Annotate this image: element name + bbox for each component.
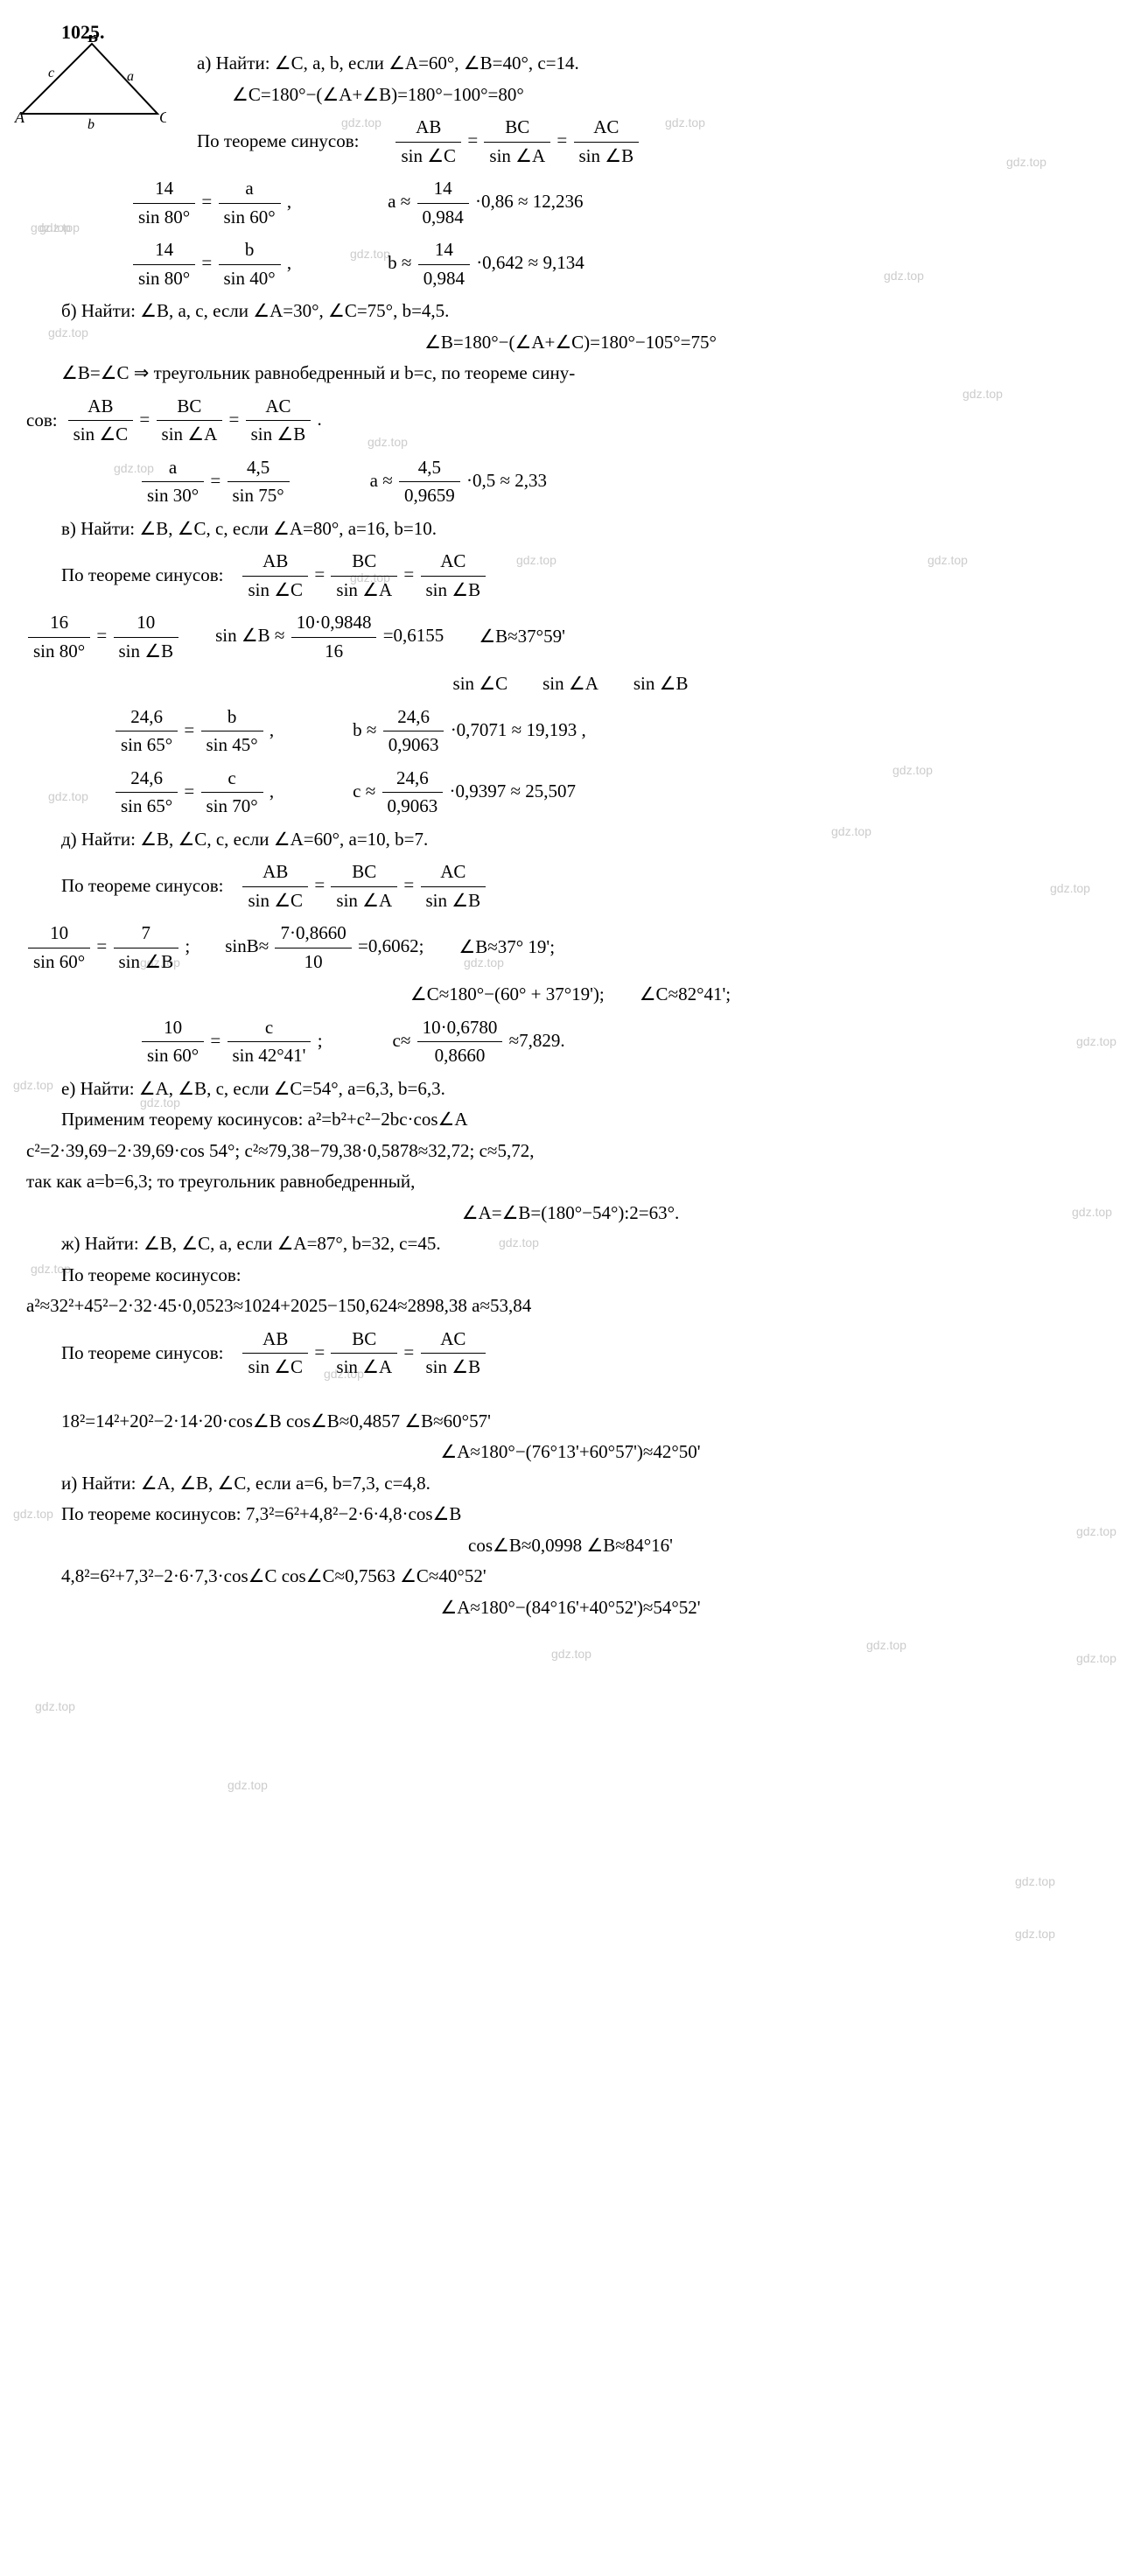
part-v-find: в) Найти: ∠B, ∠C, c, если ∠A=80°, a=16, … xyxy=(26,515,1115,543)
part-e-coslaw: Применим теорему косинусов: a²=b²+c²−2bc… xyxy=(26,1106,1115,1134)
v-ang1: ∠B≈37°59' xyxy=(479,623,565,651)
sinlaw-intro-d: По теореме синусов: xyxy=(61,872,223,900)
watermark-text: gdz.top xyxy=(1076,1649,1116,1668)
part-b-iso: ∠B=∠C ⇒ треугольник равнобедренный и b=c… xyxy=(26,360,1115,388)
d-res2: c≈ 10·0,67800,8660 ≈7,829. xyxy=(393,1014,565,1070)
d-eq2: 10sin 60° = csin 42°41' ; xyxy=(140,1014,323,1070)
problem-number: 1025. xyxy=(26,18,1115,46)
part-d-find: д) Найти: ∠B, ∠C, c, если ∠A=60°, a=10, … xyxy=(26,826,1115,854)
watermark-text: gdz.top xyxy=(1015,1872,1055,1891)
v-res1: sin ∠B ≈ 10·0,984816 =0,6155 xyxy=(215,609,444,665)
d-res1: sinB≈ 7·0,866010 =0,6062; xyxy=(225,920,424,976)
b-eq1: asin 30° = 4,5sin 75° xyxy=(140,454,291,510)
sinlaw-d: ABsin ∠C = BCsin ∠A = ACsin ∠B xyxy=(241,858,487,914)
d-anglec2: ∠C≈82°41'; xyxy=(640,981,731,1009)
part-e-iso: так как a=b=6,3; то треугольник равнобед… xyxy=(26,1168,1115,1196)
v-row2: sin ∠C sin ∠A sin ∠B xyxy=(26,670,1115,698)
part-b-iso2: сов: xyxy=(26,407,58,435)
watermark-text: gdz.top xyxy=(551,1645,592,1663)
part-a-anglec: ∠C=180°−(∠A+∠B)=180°−100°=80° xyxy=(197,81,1115,109)
v-res2: b ≈ 24,60,9063 ·0,7071 ≈ 19,193 , xyxy=(353,704,586,760)
b-res1: a ≈ 4,50,9659 ·0,5 ≈ 2,33 xyxy=(370,454,547,510)
sinlaw-intro-v: По теореме синусов: xyxy=(61,562,223,590)
part-b-find: б) Найти: ∠B, a, c, если ∠A=30°, ∠C=75°,… xyxy=(26,298,1115,326)
part-i-find: и) Найти: ∠A, ∠B, ∠C, если a=6, b=7,3, c… xyxy=(26,1470,1115,1498)
a-eq1: 14sin 80° = asin 60° , xyxy=(131,175,291,231)
part-i-calc1: cos∠B≈0,0998 ∠B≈84°16' xyxy=(26,1532,1115,1560)
a-res1: a ≈ 140,984 ·0,86 ≈ 12,236 xyxy=(388,175,583,231)
part-zh-coslaw: По теореме косинусов: xyxy=(26,1262,1115,1290)
part-zh-calc2: 18²=14²+20²−2·14·20·cos∠B cos∠B≈0,4857 ∠… xyxy=(26,1408,1115,1436)
v-res3: c ≈ 24,60,9063 ·0,9397 ≈ 25,507 xyxy=(353,765,576,821)
sinlaw-v: ABsin ∠C = BCsin ∠A = ACsin ∠B xyxy=(241,548,487,604)
part-zh-calc3: ∠A≈180°−(76°13'+60°57')≈42°50' xyxy=(26,1438,1115,1466)
d-anglec1: ∠C≈180°−(60° + 37°19'); xyxy=(410,981,605,1009)
part-e-angles: ∠A=∠B=(180°−54°):2=63°. xyxy=(26,1200,1115,1228)
part-e-find: е) Найти: ∠A, ∠B, c, если ∠C=54°, a=6,3,… xyxy=(26,1075,1115,1103)
vertex-a: A xyxy=(14,108,25,126)
part-zh-calc1: a²≈32²+45²−2·32·45·0,0523≈1024+2025−150,… xyxy=(26,1292,1115,1320)
part-i-calc3: ∠A≈180°−(84°16'+40°52')≈54°52' xyxy=(26,1594,1115,1622)
v-eq3: 24,6sin 65° = csin 70° , xyxy=(114,765,274,821)
sinlaw-a: ABsin ∠C = BCsin ∠A = ACsin ∠B xyxy=(394,114,640,170)
watermark-text: gdz.top xyxy=(228,1776,268,1795)
a-res2: b ≈ 140,984 ·0,642 ≈ 9,134 xyxy=(388,236,584,292)
sinlaw-zh: ABsin ∠C = BCsin ∠A = ACsin ∠B xyxy=(241,1326,487,1382)
a-eq2: 14sin 80° = bsin 40° , xyxy=(131,236,291,292)
sinlaw-b: ABsin ∠C = BCsin ∠A = ACsin ∠B . xyxy=(66,393,322,449)
sinlaw-intro: По теореме синусов: xyxy=(197,128,359,156)
v-eq1: 16sin 80° = 10sin ∠B xyxy=(26,609,180,665)
part-a-find: а) Найти: ∠C, a, b, если ∠A=60°, ∠B=40°,… xyxy=(197,50,1115,78)
d-eq1: 10sin 60° = 7sin ∠B ; xyxy=(26,920,190,976)
part-i-coslaw: По теореме косинусов: 7,3²=6²+4,8²−2·6·4… xyxy=(26,1501,1115,1529)
part-b-angleb: ∠B=180°−(∠A+∠C)=180°−105°=75° xyxy=(26,329,1115,357)
part-i-calc2: 4,8²=6²+7,3²−2·6·7,3·cos∠C cos∠C≈0,7563 … xyxy=(26,1563,1115,1591)
watermark-text: gdz.top xyxy=(1015,1925,1055,1943)
d-ang1: ∠B≈37° 19'; xyxy=(458,934,555,962)
sinlaw-intro-zh: По теореме синусов: xyxy=(61,1340,223,1368)
part-e-calc1: c²=2·39,69−2·39,69·cos 54°; c²≈79,38−79,… xyxy=(26,1138,1115,1166)
part-zh-find: ж) Найти: ∠B, ∠C, a, если ∠A=87°, b=32, … xyxy=(26,1230,1115,1258)
v-eq2: 24,6sin 65° = bsin 45° , xyxy=(114,704,274,760)
watermark-text: gdz.top xyxy=(866,1636,906,1655)
watermark-text: gdz.top xyxy=(35,1698,75,1716)
